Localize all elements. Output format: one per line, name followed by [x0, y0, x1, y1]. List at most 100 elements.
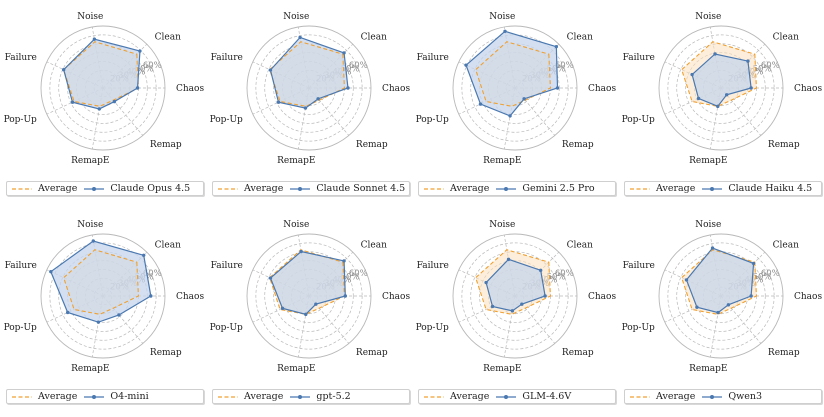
axis-label: Pop-Up — [416, 115, 449, 125]
axis-label: Pop-Up — [4, 115, 37, 125]
model-data-point — [484, 280, 488, 285]
model-data-point — [749, 86, 753, 90]
legend-dashed-line-icon — [11, 185, 33, 193]
model-data-point — [751, 261, 756, 266]
model-fill-area — [270, 251, 346, 315]
model-data-point — [142, 253, 146, 257]
average-series-line — [681, 41, 757, 107]
grid-ring — [49, 34, 157, 142]
legend-entry: Average — [423, 183, 489, 194]
model-data-point — [554, 44, 559, 49]
axis-label: Failure — [5, 53, 37, 63]
legend: Average Claude Sonnet 4.5 — [212, 181, 410, 196]
model-data-point — [746, 59, 750, 63]
axis-label: Pop-Up — [622, 115, 655, 125]
legend-line-marker-icon — [495, 393, 517, 401]
legend-swatch-svg — [84, 186, 105, 191]
legend-swatch-svg — [12, 395, 32, 398]
model-data-point — [710, 246, 715, 250]
model-data-point — [726, 303, 731, 307]
model-data-point — [713, 52, 717, 56]
radar-panel: 20%30%40%50%60%CleanChaosRemapRemapEPop-… — [206, 0, 412, 208]
axis-label: RemapE — [483, 364, 521, 374]
legend: Average O4-mini — [6, 389, 204, 404]
axis-label: Pop-Up — [416, 323, 449, 333]
model-fill-area — [486, 259, 546, 311]
model-data-point — [555, 86, 560, 90]
model-data-point — [478, 102, 483, 106]
axis-label: Failure — [623, 261, 655, 271]
legend: Average gpt-5.2 — [212, 389, 410, 404]
model-series-line — [50, 240, 152, 323]
radar-svg: 20%30%40%50%60%CleanChaosRemapRemapEPop-… — [416, 12, 617, 166]
legend-entry: Claude Sonnet 4.5 — [289, 183, 405, 194]
model-data-point — [299, 249, 303, 254]
axis-label: Chaos — [176, 292, 204, 302]
legend: Average GLM-4.6V — [418, 389, 616, 404]
legend-entry: Average — [11, 183, 77, 194]
axis-label: RemapE — [689, 364, 727, 374]
radar-svg: 20%30%40%50%60%CleanChaosRemapRemapEPop-… — [4, 12, 205, 166]
radar-panel: 20%30%40%50%60%CleanChaosRemapRemapEPop-… — [0, 208, 206, 416]
legend-entry: GLM-4.6V — [495, 391, 571, 402]
axis-label: Noise — [695, 220, 721, 230]
model-data-point — [268, 276, 273, 280]
legend-label: GLM-4.6V — [522, 391, 572, 402]
radar-panel: 20%30%40%50%60%CleanChaosRemapRemapEPop-… — [206, 208, 412, 416]
legend-entry: gpt-5.2 — [289, 391, 351, 402]
model-data-point — [724, 93, 729, 97]
model-fill-area — [270, 37, 348, 109]
axis-label: Chaos — [382, 84, 410, 94]
average-series-line — [475, 249, 551, 315]
model-data-point — [684, 278, 689, 282]
axis-label: Pop-Up — [210, 323, 243, 333]
legend-label: gpt-5.2 — [316, 391, 351, 402]
model-series-line — [269, 250, 346, 315]
legend-label: Claude Sonnet 4.5 — [316, 183, 406, 194]
grid-ring — [667, 242, 775, 350]
grid-ring — [667, 34, 775, 142]
legend-label: Average — [244, 391, 284, 402]
legend-swatch-svg — [424, 187, 444, 190]
axis-label: RemapE — [277, 364, 315, 374]
grid-ring — [255, 34, 363, 142]
legend-swatch-svg — [630, 187, 650, 190]
radar-svg: 20%30%40%50%60%CleanChaosRemapRemapEPop-… — [416, 220, 617, 374]
model-series-line — [691, 53, 752, 108]
radar-panel: 20%30%40%50%60%CleanChaosRemapRemapEPop-… — [618, 208, 824, 416]
radar-svg: 20%30%40%50%60%CleanChaosRemapRemapEPop-… — [4, 220, 205, 374]
grid-ring — [264, 251, 354, 341]
radial-tick-label: 60% — [555, 61, 574, 71]
axis-label: Failure — [211, 53, 243, 63]
legend: Average Claude Opus 4.5 — [6, 181, 204, 196]
radial-tick-label: 50% — [753, 272, 772, 282]
model-series-line — [62, 38, 141, 110]
model-data-point — [716, 310, 720, 315]
model-data-point — [342, 51, 346, 55]
axis-label: Noise — [695, 12, 721, 22]
model-data-point — [61, 67, 66, 72]
axis-label: Clean — [773, 32, 799, 42]
axis-label: Pop-Up — [4, 323, 37, 333]
axis-label: Noise — [489, 12, 515, 22]
axis-label: Failure — [417, 53, 449, 63]
radial-tick-label: 50% — [135, 64, 154, 74]
model-data-point — [520, 302, 524, 306]
grid-ring — [49, 242, 157, 350]
radial-tick-label: 60% — [349, 269, 368, 279]
axis-label: Noise — [283, 12, 309, 22]
radial-tick-label: 60% — [349, 61, 368, 71]
legend-model-marker — [504, 186, 509, 191]
legend-entry: Gemini 2.5 Pro — [495, 183, 595, 194]
axis-label: RemapE — [71, 156, 109, 166]
legend-dashed-line-icon — [423, 393, 445, 401]
model-data-point — [280, 306, 285, 311]
model-data-point — [342, 259, 346, 263]
legend-swatch-svg — [84, 394, 105, 399]
legend-label: Average — [450, 391, 490, 402]
axis-label: Clean — [773, 240, 799, 250]
radial-tick-label: 50% — [753, 64, 772, 74]
legend-dashed-line-icon — [423, 185, 445, 193]
grid-ring — [470, 251, 560, 341]
